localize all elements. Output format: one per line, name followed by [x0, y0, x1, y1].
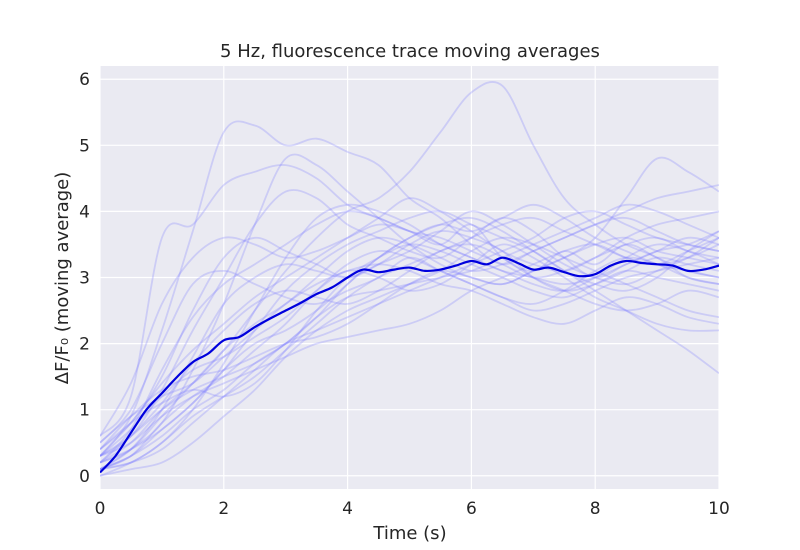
- trial-trace: [100, 210, 719, 471]
- trial-trace: [100, 216, 719, 464]
- trial-trace: [100, 210, 719, 464]
- x-tick-label: 6: [466, 499, 477, 519]
- trial-trace: [100, 243, 719, 464]
- trial-trace: [100, 189, 719, 457]
- trial-trace: [100, 203, 719, 457]
- trial-trace: [100, 81, 719, 464]
- trial-trace: [100, 153, 719, 470]
- trial-trace: [100, 230, 719, 450]
- chart-title: 5 Hz, fluorescence trace moving averages: [220, 41, 600, 62]
- mean-trace: [100, 256, 719, 474]
- y-tick-label: 1: [79, 401, 90, 421]
- mean-trace-group: [100, 256, 719, 474]
- trial-trace: [100, 164, 719, 437]
- x-tick-labels: 0 2 4 6 8 10: [95, 499, 730, 519]
- trial-trace: [100, 197, 719, 457]
- trial-trace: [100, 216, 719, 464]
- y-tick-label: 2: [79, 335, 90, 355]
- y-tick-labels: 0 1 2 3 4 5 6: [79, 70, 90, 487]
- trial-trace: [100, 243, 719, 457]
- x-tick-label: 4: [342, 499, 353, 519]
- trial-trace: [100, 203, 719, 471]
- trial-trace: [100, 256, 719, 444]
- trial-trace: [100, 243, 719, 450]
- y-tick-label: 5: [79, 136, 90, 156]
- trial-trace: [100, 250, 719, 471]
- trial-trace: [100, 216, 719, 471]
- trial-trace: [100, 210, 719, 471]
- x-tick-label: 10: [708, 499, 730, 519]
- trial-trace: [100, 236, 719, 477]
- x-axis-label: Time (s): [372, 523, 446, 544]
- trial-trace: [100, 263, 719, 444]
- trial-trace: [100, 210, 719, 470]
- y-tick-label: 4: [79, 202, 90, 222]
- y-tick-label: 0: [79, 467, 90, 487]
- trial-trace: [100, 236, 719, 450]
- trial-trace: [100, 120, 719, 457]
- y-tick-label: 3: [79, 269, 90, 289]
- x-tick-label: 0: [95, 499, 106, 519]
- trial-trace: [100, 243, 719, 457]
- y-tick-label: 6: [79, 70, 90, 90]
- y-axis-label: ΔF/F₀ (moving average): [52, 172, 73, 385]
- x-tick-label: 8: [590, 499, 601, 519]
- x-tick-label: 2: [218, 499, 229, 519]
- trial-trace: [100, 223, 719, 437]
